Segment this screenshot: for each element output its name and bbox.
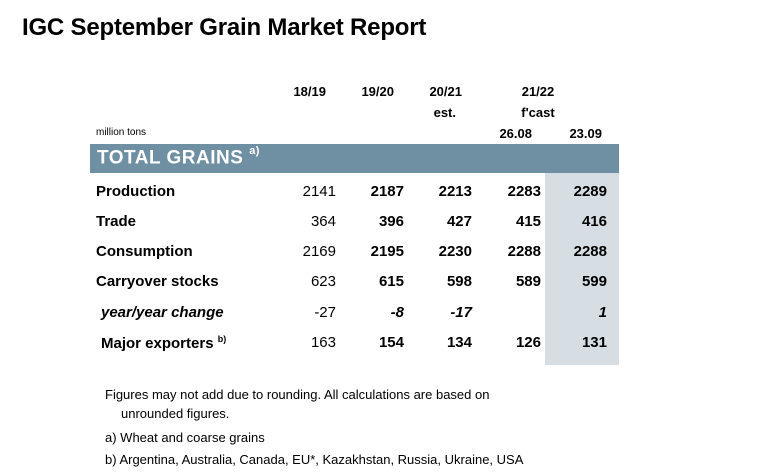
table-cell: 2283	[507, 183, 541, 200]
table-cell: 134	[446, 334, 472, 351]
row-label-consumption: Consumption	[96, 243, 193, 260]
table-cell: 2169	[302, 243, 336, 260]
table-cell: 126	[515, 334, 541, 351]
table-cell: 2187	[370, 183, 404, 200]
section-banner: TOTAL GRAINS a)	[90, 144, 619, 173]
footnote-b: b) Argentina, Australia, Canada, EU*, Ka…	[105, 452, 524, 467]
footnote-rounding-cont: unrounded figures.	[121, 406, 230, 421]
table-cell: 131	[581, 334, 607, 351]
table-cell: 598	[446, 273, 472, 290]
table-cell: 415	[515, 213, 541, 230]
table-cell: 2195	[370, 243, 404, 260]
footnote-rounding: Figures may not add due to rounding. All…	[105, 387, 490, 402]
footnote-a: a) Wheat and coarse grains	[105, 430, 265, 445]
row-label-production: Production	[96, 183, 176, 200]
table-cell: 623	[310, 273, 336, 290]
table-cell: 1	[598, 304, 607, 321]
col-header-18-19: 18/19	[293, 84, 326, 99]
banner-title: TOTAL GRAINS	[97, 147, 244, 169]
row-label-year-year-change: year/year change	[101, 304, 224, 321]
col-header-20-21-est: est.	[433, 105, 456, 120]
table-cell: 589	[515, 273, 541, 290]
col-header-26-08: 26.08	[499, 126, 532, 141]
table-cell: 163	[310, 334, 336, 351]
row-footnote-mark: b)	[217, 334, 227, 344]
row-label-carryover-stocks: Carryover stocks	[96, 273, 219, 290]
table-cell: 364	[310, 213, 336, 230]
banner-label: TOTAL GRAINS a)	[97, 145, 260, 169]
row-label-major-exporters-text: Major exporters	[101, 335, 214, 352]
table-cell: 416	[581, 213, 607, 230]
table-cell: 2213	[438, 183, 472, 200]
table-cell: 154	[378, 334, 404, 351]
row-label-major-exporters: Major exporters b)	[101, 334, 226, 352]
col-header-21-22-fcast: f'cast	[521, 105, 555, 120]
banner-footnote-mark: a)	[249, 145, 260, 157]
table-cell: 2288	[573, 243, 607, 260]
col-header-21-22: 21/22	[521, 84, 555, 99]
table-cell: -8	[390, 304, 404, 321]
row-label-trade: Trade	[96, 213, 137, 230]
table-cell: -17	[450, 304, 472, 321]
table-cell: 599	[581, 273, 607, 290]
report-title: IGC September Grain Market Report	[22, 14, 427, 41]
unit-label: million tons	[96, 127, 147, 138]
table-cell: 396	[378, 213, 404, 230]
table-cell: -27	[314, 304, 336, 321]
col-header-23-09: 23.09	[569, 126, 602, 141]
table-cell: 2289	[573, 183, 607, 200]
col-header-20-21: 20/21	[429, 84, 462, 99]
table-cell: 2141	[302, 183, 336, 200]
table-cell: 2230	[438, 243, 472, 260]
col-header-19-20: 19/20	[361, 84, 394, 99]
table-cell: 615	[378, 273, 404, 290]
table-cell: 2288	[507, 243, 541, 260]
forecast-highlight-column	[545, 173, 619, 365]
table-cell: 427	[446, 213, 472, 230]
